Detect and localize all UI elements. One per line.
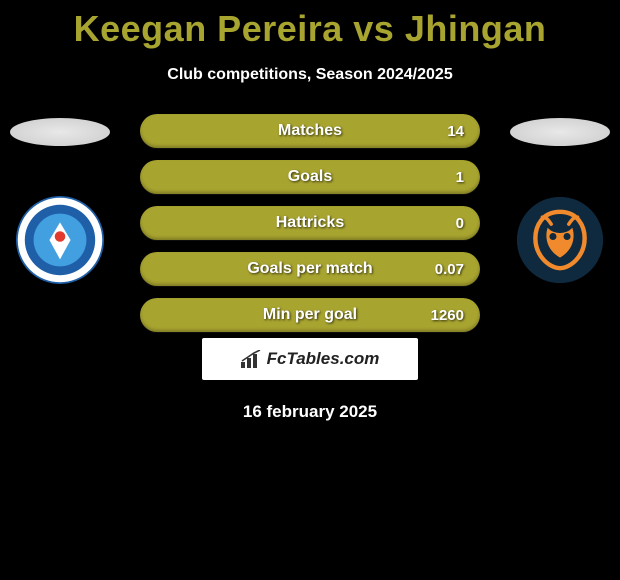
stat-label: Goals per match bbox=[140, 260, 480, 278]
stat-label: Min per goal bbox=[140, 306, 480, 324]
stat-bar: Goals1 bbox=[140, 160, 480, 194]
club-badge-left bbox=[10, 190, 110, 290]
stat-value-right: 1260 bbox=[431, 307, 464, 324]
stat-label: Hattricks bbox=[140, 214, 480, 232]
player-left-column bbox=[0, 114, 120, 290]
stat-bar: Matches14 bbox=[140, 114, 480, 148]
brand-box[interactable]: FcTables.com bbox=[202, 338, 418, 380]
brand-text: FcTables.com bbox=[267, 349, 380, 369]
stat-label: Matches bbox=[140, 122, 480, 140]
stat-bar: Min per goal1260 bbox=[140, 298, 480, 332]
player-right-silhouette bbox=[510, 118, 610, 146]
player-left-silhouette bbox=[10, 118, 110, 146]
comparison-row: Matches14 Goals1 Hattricks0 Goals per match… bbox=[0, 114, 620, 324]
club-badge-right-svg bbox=[516, 196, 604, 284]
stat-value-right: 14 bbox=[447, 123, 464, 140]
stats-list: Matches14 Goals1 Hattricks0 Goals per match… bbox=[140, 114, 480, 344]
page-title: Keegan Pereira vs Jhingan bbox=[0, 0, 620, 50]
stat-value-right: 0 bbox=[456, 215, 464, 232]
club-badge-right bbox=[510, 190, 610, 290]
stat-label: Goals bbox=[140, 168, 480, 186]
stat-bar: Goals per match0.07 bbox=[140, 252, 480, 286]
stat-bar: Hattricks0 bbox=[140, 206, 480, 240]
player-right-column bbox=[500, 114, 620, 290]
bars-icon bbox=[241, 350, 263, 368]
stat-value-right: 0.07 bbox=[435, 261, 464, 278]
date-line: 16 february 2025 bbox=[0, 402, 620, 422]
comparison-card: Keegan Pereira vs Jhingan Club competiti… bbox=[0, 0, 620, 580]
subtitle: Club competitions, Season 2024/2025 bbox=[0, 66, 620, 84]
stat-value-right: 1 bbox=[456, 169, 464, 186]
club-badge-left-svg bbox=[16, 196, 104, 284]
